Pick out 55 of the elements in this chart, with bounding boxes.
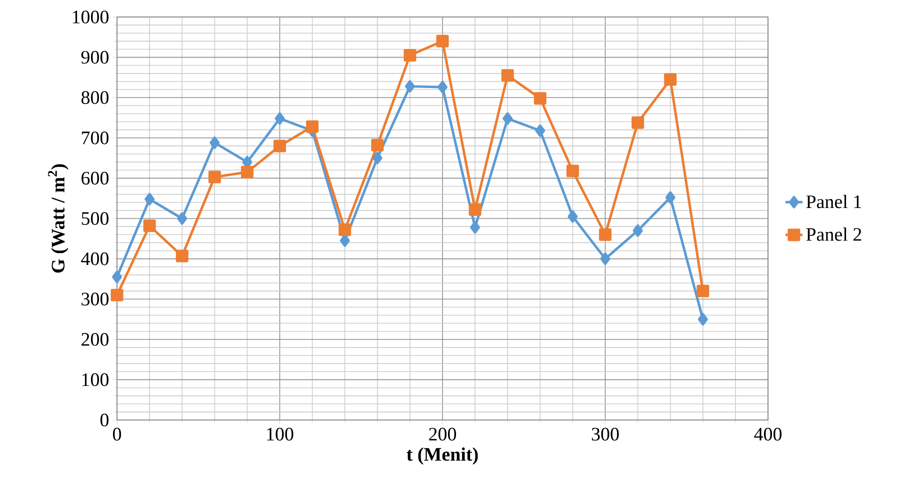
x-tick-label: 400 xyxy=(754,428,782,441)
point xyxy=(274,140,286,152)
point xyxy=(534,92,546,105)
point xyxy=(404,80,415,93)
point xyxy=(566,164,579,178)
point xyxy=(501,69,514,82)
point xyxy=(665,191,676,204)
point xyxy=(371,138,384,152)
point xyxy=(306,120,319,133)
legend-label: Panel 1 xyxy=(806,194,862,208)
point xyxy=(632,224,643,237)
y-tick-label: 500 xyxy=(82,212,109,225)
point xyxy=(599,228,612,241)
point xyxy=(110,288,124,302)
point xyxy=(664,73,677,86)
point xyxy=(143,220,156,232)
x-tick-label: 0 xyxy=(112,428,122,441)
point xyxy=(208,170,221,184)
y-tick-label: 900 xyxy=(81,50,109,64)
legend-label: Panel 2 xyxy=(806,227,862,241)
point xyxy=(274,112,285,125)
y-tick-label: 700 xyxy=(82,131,109,144)
point xyxy=(470,221,480,234)
point xyxy=(502,112,513,125)
point xyxy=(338,224,352,236)
y-tick-label: 0 xyxy=(100,414,109,426)
point xyxy=(404,49,416,62)
y-tick-label: 200 xyxy=(82,332,109,346)
point xyxy=(438,80,448,94)
point xyxy=(632,116,644,129)
x-tick-label: 200 xyxy=(429,428,456,441)
y-tick-label: 400 xyxy=(81,252,109,266)
point xyxy=(468,203,482,216)
point xyxy=(568,210,578,223)
x-tick-label: 100 xyxy=(267,428,294,441)
point xyxy=(600,252,610,266)
y-tick-label: 800 xyxy=(81,91,109,104)
y-tick-label: 600 xyxy=(82,172,109,185)
point xyxy=(112,270,122,284)
y-axis-title: G (Watt / m$^{2}$) xyxy=(48,164,68,273)
x-tick-label: 300 xyxy=(592,428,619,441)
y-tick-label: 1000 xyxy=(72,10,109,24)
point xyxy=(176,250,188,262)
point xyxy=(177,212,188,225)
point xyxy=(210,136,220,149)
point xyxy=(436,34,449,48)
point xyxy=(698,313,708,326)
point xyxy=(535,124,546,137)
point xyxy=(144,192,155,206)
point xyxy=(696,284,710,298)
x-axis-title: t (Menit) xyxy=(406,447,478,465)
point xyxy=(240,166,254,178)
point xyxy=(372,152,382,164)
y-tick-label: 300 xyxy=(82,292,109,306)
y-tick-label: 100 xyxy=(82,373,109,386)
